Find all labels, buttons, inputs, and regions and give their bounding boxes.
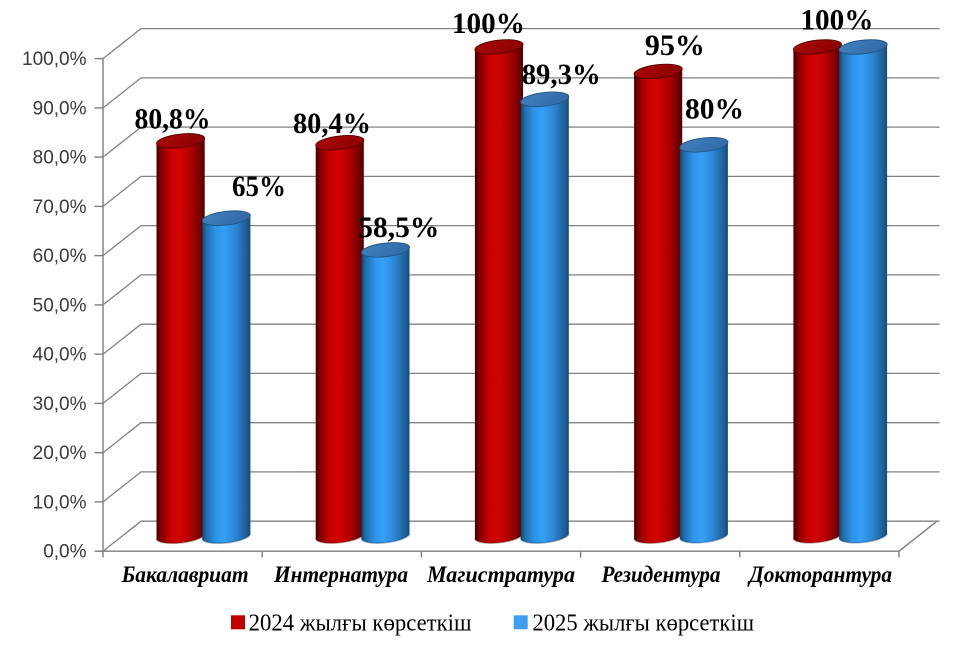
svg-text:100,0%: 100,0% xyxy=(22,49,87,70)
svg-text:2024 жылғы көрсеткіш: 2024 жылғы көрсеткіш xyxy=(249,610,472,636)
svg-text:58,5%: 58,5% xyxy=(358,211,439,244)
svg-text:Интернатура: Интернатура xyxy=(273,562,408,587)
svg-text:Магистратура: Магистратура xyxy=(426,562,575,587)
svg-text:30,0%: 30,0% xyxy=(33,394,87,415)
svg-text:50,0%: 50,0% xyxy=(33,295,87,316)
svg-text:80,8%: 80,8% xyxy=(135,102,211,135)
svg-text:Докторантура: Докторантура xyxy=(747,562,892,587)
svg-text:80,4%: 80,4% xyxy=(293,107,371,140)
svg-text:Резидентура: Резидентура xyxy=(601,562,721,587)
svg-text:20,0%: 20,0% xyxy=(33,443,87,464)
svg-text:100%: 100% xyxy=(452,7,525,40)
svg-text:95%: 95% xyxy=(645,29,705,62)
svg-text:80%: 80% xyxy=(685,92,744,125)
svg-text:0,0%: 0,0% xyxy=(43,542,86,563)
svg-text:100%: 100% xyxy=(800,4,873,37)
svg-text:40,0%: 40,0% xyxy=(33,345,87,366)
svg-text:70,0%: 70,0% xyxy=(33,197,87,218)
svg-text:10,0%: 10,0% xyxy=(33,492,87,513)
svg-text:Бакалавриат: Бакалавриат xyxy=(121,562,249,587)
svg-text:65%: 65% xyxy=(232,170,286,203)
svg-text:2025 жылғы көрсеткіш: 2025 жылғы көрсеткіш xyxy=(532,610,754,636)
svg-text:90,0%: 90,0% xyxy=(33,98,87,119)
svg-text:60,0%: 60,0% xyxy=(33,246,87,267)
svg-text:89,3%: 89,3% xyxy=(522,58,601,91)
svg-text:80,0%: 80,0% xyxy=(33,148,87,169)
